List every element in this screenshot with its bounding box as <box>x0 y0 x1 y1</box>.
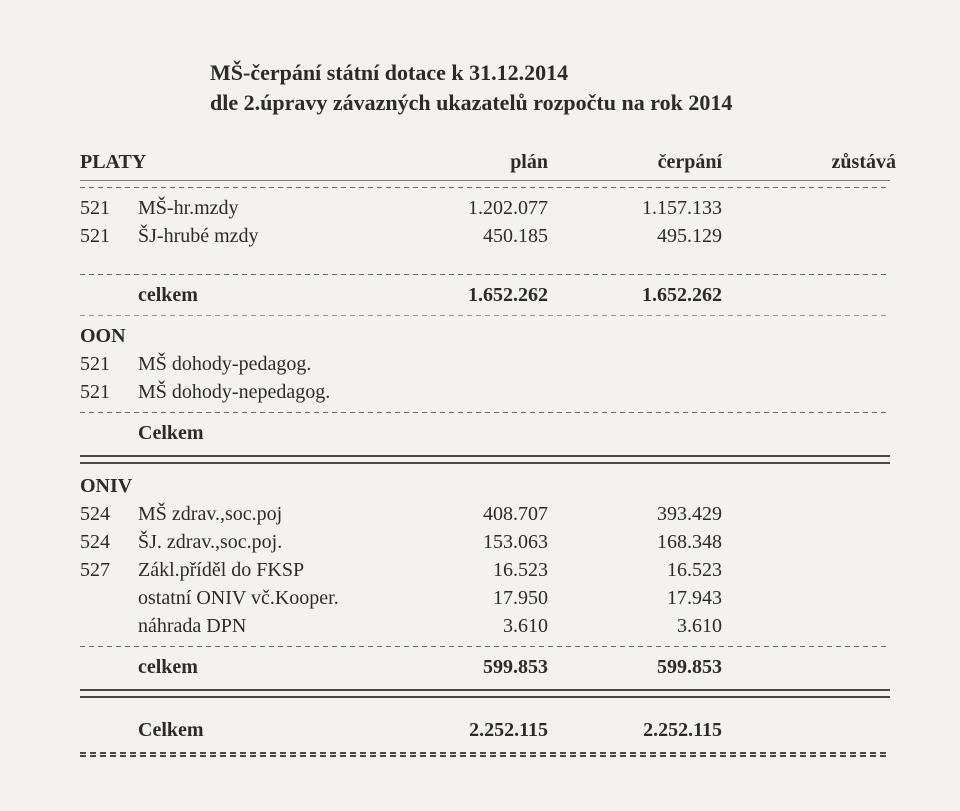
row-code: 527 <box>80 556 138 584</box>
subtotal-row: celkem 599.853 599.853 <box>80 653 890 681</box>
table-row: 521 MŠ-hr.mzdy 1.202.077 1.157.133 <box>80 194 890 222</box>
row-label: ostatní ONIV vč.Kooper. <box>138 584 398 612</box>
subtotal-cerp: 1.652.262 <box>572 281 746 309</box>
page: MŠ-čerpání státní dotace k 31.12.2014 dl… <box>0 0 960 805</box>
row-code: 521 <box>80 350 138 378</box>
grand-label: Celkem <box>138 716 398 744</box>
table-row: 524 ŠJ. zdrav.,soc.poj. 153.063 168.348 <box>80 528 890 556</box>
row-code: 524 <box>80 528 138 556</box>
separator-double <box>80 689 890 698</box>
title-line-1: MŠ-čerpání státní dotace k 31.12.2014 <box>210 58 890 88</box>
row-code: 521 <box>80 194 138 222</box>
row-label: MŠ dohody-nepedagog. <box>138 378 398 406</box>
col-header-cerpani: čerpání <box>572 151 746 174</box>
title-line-2: dle 2.úpravy závazných ukazatelů rozpočt… <box>210 88 890 118</box>
separator-dashed <box>80 274 890 275</box>
row-code <box>80 612 138 640</box>
subtotal-row: celkem 1.652.262 1.652.262 <box>80 281 890 309</box>
table-row: 521 MŠ dohody-pedagog. <box>80 350 890 378</box>
row-label: Zákl.příděl do FKSP <box>138 556 398 584</box>
subtotal-plan: 1.652.262 <box>398 281 572 309</box>
table-row: náhrada DPN 3.610 3.610 <box>80 612 890 640</box>
separator-dashed <box>80 646 890 647</box>
section-platy: PLATY <box>80 151 146 173</box>
row-label: MŠ zdrav.,soc.poj <box>138 500 398 528</box>
row-plan: 450.185 <box>398 222 572 250</box>
row-plan: 153.063 <box>398 528 572 556</box>
separator-dashed <box>80 315 890 316</box>
subtotal-row: Celkem <box>80 419 890 447</box>
col-header-zustava: zůstává <box>746 151 896 174</box>
separator-dashed <box>80 187 890 188</box>
oniv-heading: ONIV <box>80 472 132 500</box>
grand-total-row: Celkem 2.252.115 2.252.115 <box>80 716 890 744</box>
separator-double-final <box>80 752 890 757</box>
section-oon: OON <box>80 322 890 350</box>
row-cerp: 16.523 <box>572 556 746 584</box>
row-plan: 1.202.077 <box>398 194 572 222</box>
row-plan: 3.610 <box>398 612 572 640</box>
table-row: 524 MŠ zdrav.,soc.poj 408.707 393.429 <box>80 500 890 528</box>
row-plan: 17.950 <box>398 584 572 612</box>
title-block: MŠ-čerpání státní dotace k 31.12.2014 dl… <box>210 58 890 117</box>
row-label: ŠJ. zdrav.,soc.poj. <box>138 528 398 556</box>
row-plan: 16.523 <box>398 556 572 584</box>
row-cerp: 1.157.133 <box>572 194 746 222</box>
subtotal-plan: 599.853 <box>398 653 572 681</box>
row-cerp: 393.429 <box>572 500 746 528</box>
row-label: ŠJ-hrubé mzdy <box>138 222 398 250</box>
table-row: ostatní ONIV vč.Kooper. 17.950 17.943 <box>80 584 890 612</box>
row-code: 521 <box>80 378 138 406</box>
separator <box>80 180 890 181</box>
section-oniv: ONIV <box>80 472 890 500</box>
oon-heading: OON <box>80 322 126 350</box>
row-label: MŠ dohody-pedagog. <box>138 350 398 378</box>
row-cerp: 168.348 <box>572 528 746 556</box>
separator-dashed <box>80 412 890 413</box>
row-label: MŠ-hr.mzdy <box>138 194 398 222</box>
row-plan: 408.707 <box>398 500 572 528</box>
row-cerp: 495.129 <box>572 222 746 250</box>
subtotal-cerp: 599.853 <box>572 653 746 681</box>
table-row: 521 MŠ dohody-nepedagog. <box>80 378 890 406</box>
row-cerp: 17.943 <box>572 584 746 612</box>
row-code: 521 <box>80 222 138 250</box>
subtotal-label: celkem <box>138 653 398 681</box>
row-cerp: 3.610 <box>572 612 746 640</box>
row-code <box>80 584 138 612</box>
grand-cerp: 2.252.115 <box>572 716 746 744</box>
col-header-plan: plán <box>398 151 572 174</box>
separator-double <box>80 455 890 464</box>
table-row: 527 Zákl.příděl do FKSP 16.523 16.523 <box>80 556 890 584</box>
oon-total-label: Celkem <box>138 419 398 447</box>
subtotal-label: celkem <box>138 281 398 309</box>
header-row: PLATY plán čerpání zůstává <box>80 151 890 174</box>
row-label: náhrada DPN <box>138 612 398 640</box>
table-row: 521 ŠJ-hrubé mzdy 450.185 495.129 <box>80 222 890 250</box>
row-code: 524 <box>80 500 138 528</box>
grand-plan: 2.252.115 <box>398 716 572 744</box>
